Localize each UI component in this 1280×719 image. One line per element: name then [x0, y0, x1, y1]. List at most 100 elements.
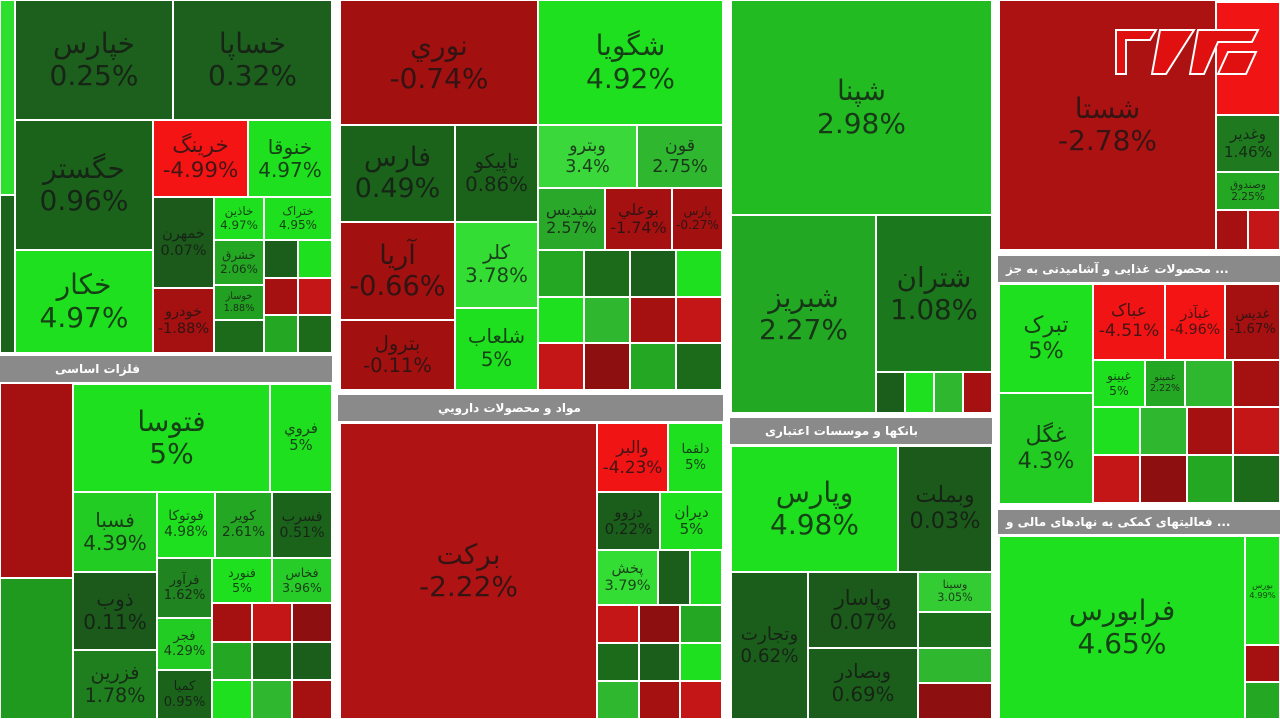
tile-name: فوتوکا [168, 508, 204, 525]
filler-tile [0, 578, 73, 719]
tile-change: 0.49% [354, 172, 441, 204]
tile-change: 3.79% [604, 577, 651, 594]
tile-change: 4.99% [1249, 589, 1276, 600]
tile-change: 2.25% [1231, 191, 1265, 203]
tile-name: پارس [683, 204, 712, 219]
tile-change: 5% [1028, 337, 1064, 364]
tile: بورس 4.99% [1245, 536, 1280, 645]
tile-change: -0.74% [389, 61, 489, 95]
tile: پخش 3.79% [597, 550, 658, 605]
tile: برکت -2.22% [340, 423, 597, 719]
tile: حگستر 0.96% [15, 120, 153, 250]
tile: فرآور 1.62% [157, 558, 212, 618]
tile-change: 0.62% [740, 645, 799, 667]
tile-name: خمهرن [162, 225, 205, 242]
tile-name: فزرين [90, 661, 140, 685]
tile: غبینو 5% [1093, 360, 1145, 407]
tile: وصندوق 2.25% [1216, 172, 1280, 210]
tile: بوعلي -1.74% [605, 188, 672, 250]
tile: فروي 5% [270, 384, 332, 492]
tile-name: خنوقا [267, 134, 313, 159]
tile-name: فروي [284, 420, 318, 438]
tile: شستا -2.78% [999, 0, 1216, 250]
tile: فسبا 4.39% [73, 492, 157, 572]
tile: ذوب 0.11% [73, 572, 157, 650]
filler-tile [264, 240, 298, 278]
filler-tile [212, 603, 252, 642]
filler-tile [252, 641, 292, 681]
tile-name: وسينا [942, 578, 968, 592]
filler-tile [538, 250, 584, 297]
tile-change: 3.4% [565, 156, 610, 177]
tile: خمهرن 0.07% [153, 197, 214, 288]
tile: فتوسا 5% [73, 384, 270, 492]
filler-tile [918, 647, 992, 684]
tile: فسرب 0.51% [272, 492, 332, 558]
tile: وپاسار 0.07% [808, 572, 918, 648]
tile-change: -4.23% [602, 456, 663, 477]
tile-name: وتجارت [740, 624, 799, 646]
tile: فزرين 1.78% [73, 650, 157, 719]
tile: خنوقا 4.97% [248, 120, 332, 197]
tile-name: بوعلي [618, 199, 659, 219]
tile-change: 0.51% [279, 525, 325, 541]
tile: وتجارت 0.62% [731, 572, 808, 719]
tile: فنورد 5% [212, 558, 272, 603]
tile-change: 0.32% [208, 59, 297, 92]
tile: شگويا 4.92% [538, 0, 723, 125]
tile: آريا -0.66% [340, 222, 455, 320]
tile: دزوو 0.22% [597, 492, 660, 550]
tile-name: فسبا [95, 508, 135, 532]
tile-name: ختراک [282, 203, 314, 218]
tile-change: 0.96% [39, 184, 129, 217]
tile-name: فنورد [228, 565, 256, 581]
tile-name: وبترو [569, 136, 606, 157]
filler-tile [292, 641, 332, 681]
tile-change: 0.03% [909, 508, 981, 534]
tile-name: شلعاب [467, 325, 526, 349]
filler-tile [1093, 455, 1140, 503]
filler-tile [680, 643, 722, 681]
tile: خکار 4.97% [15, 250, 153, 353]
filler-tile [676, 343, 722, 390]
tile-name: کمیا [173, 679, 196, 695]
tile-name: خرینگ [172, 132, 229, 158]
tile-name: دزوو [614, 502, 643, 521]
tile-name: شگويا [595, 29, 666, 63]
tile: شپنا 2.98% [731, 0, 992, 215]
tile: وسينا 3.05% [918, 572, 992, 612]
filler-tile [918, 612, 992, 648]
tile: وبترو 3.4% [538, 125, 637, 188]
tile-name: کویر [231, 508, 256, 525]
tile-name: شستا [1074, 91, 1141, 125]
filler-tile [1248, 210, 1280, 250]
tile-name: برکت [436, 537, 501, 571]
tile-name: فخاس [285, 565, 319, 581]
tile: خشرق 2.06% [214, 240, 264, 285]
tile-name: فجر [173, 628, 196, 644]
tile-change: -2.22% [418, 570, 519, 603]
tile-change: 1.08% [890, 292, 978, 326]
tile: فرابورس 4.65% [999, 536, 1245, 719]
tile-change: -2.78% [1057, 124, 1158, 157]
filler-tile [264, 277, 298, 316]
tile-name: فارس [364, 141, 431, 173]
tile-name: غبینو [1106, 369, 1132, 384]
filler-tile [298, 315, 332, 353]
tile-name: وبملت [915, 482, 975, 509]
tile-change: 4.98% [164, 524, 208, 540]
tile: تاپيکو 0.86% [455, 125, 538, 222]
tile: والبر -4.23% [597, 423, 668, 492]
tile: خساپا 0.32% [173, 0, 332, 120]
tile-name: فتوسا [137, 404, 206, 438]
tile-change: 0.69% [831, 682, 895, 706]
tile-name: خکار [56, 268, 112, 302]
tile-name: حگستر [43, 151, 125, 185]
tile-change: 1.78% [84, 683, 146, 707]
filler-tile [584, 343, 630, 390]
tile-change: 0.95% [163, 694, 206, 710]
section-header: فعالیتهای کمکی به نهادهای مالی و ... [998, 510, 1280, 536]
section-header: بانکها و موسسات اعتباری [730, 418, 992, 446]
tile-name: بترول [374, 331, 421, 355]
